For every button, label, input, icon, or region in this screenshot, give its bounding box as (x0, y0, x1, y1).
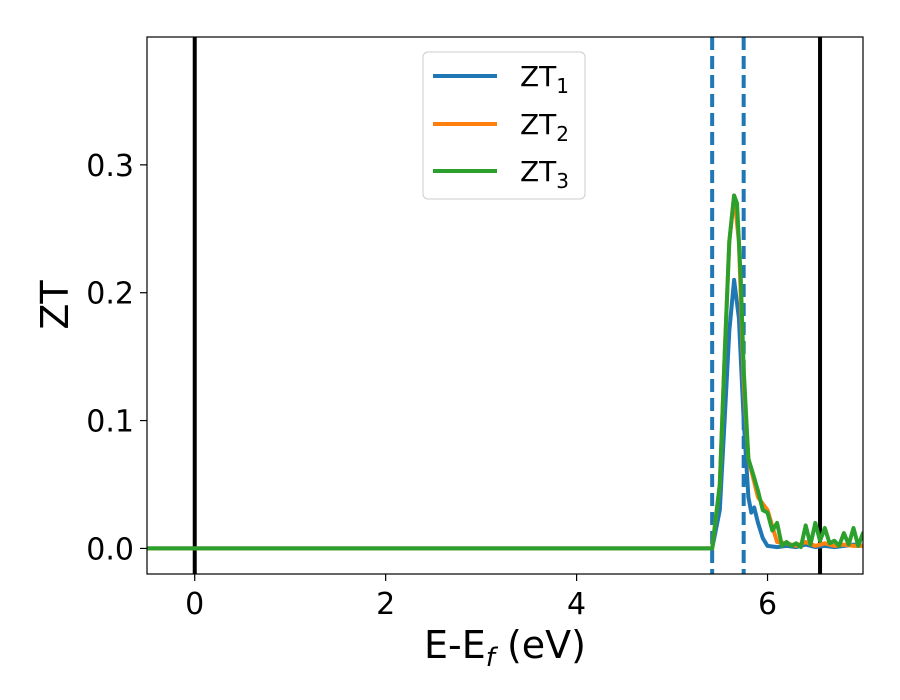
plot-area (146, 36, 864, 575)
x-tick-label-3: 4 (567, 587, 586, 622)
x-tick-label-2: 2 (376, 587, 395, 622)
y-tick-label-3: 0.2 (86, 277, 134, 312)
plot-clip-group (147, 37, 863, 574)
legend-label-1-sub: 1 (556, 74, 569, 98)
legend-item-3: ZT3 (433, 155, 569, 193)
legend: ZT1 ZT2 ZT3 (422, 51, 586, 200)
legend-label-2-sub: 2 (556, 122, 569, 146)
y-tick-label-2: 0.1 (86, 405, 134, 440)
legend-label-2: ZT2 (520, 108, 569, 146)
legend-label-3-main: ZT (520, 155, 557, 188)
legend-item-2: ZT2 (433, 108, 569, 146)
axes-frame (146, 36, 864, 575)
legend-label-3: ZT3 (520, 155, 569, 193)
x-tick-label-1: 0 (185, 587, 204, 622)
x-axis-label-main: E-E (424, 623, 486, 667)
legend-label-2-main: ZT (520, 108, 557, 141)
series-line-1 (147, 277, 863, 551)
y-tick-label-4: 0.3 (86, 149, 134, 184)
x-axis-label: E-Ef (eV) (424, 623, 586, 673)
axis-ticks: 0 2 4 6 0.0 0.1 0.2 0.3 (86, 149, 777, 622)
series-line-3 (147, 193, 863, 551)
x-tick-label-4: 6 (758, 587, 777, 622)
y-tick-label-1: 0.0 (86, 532, 134, 567)
legend-label-3-sub: 3 (556, 169, 569, 193)
y-axis-label: ZT (33, 280, 77, 330)
legend-label-1-main: ZT (520, 60, 557, 93)
legend-box (422, 51, 586, 200)
x-axis-label-unit: (eV) (495, 623, 586, 667)
legend-label-1: ZT1 (520, 60, 569, 98)
legend-item-1: ZT1 (433, 60, 569, 98)
